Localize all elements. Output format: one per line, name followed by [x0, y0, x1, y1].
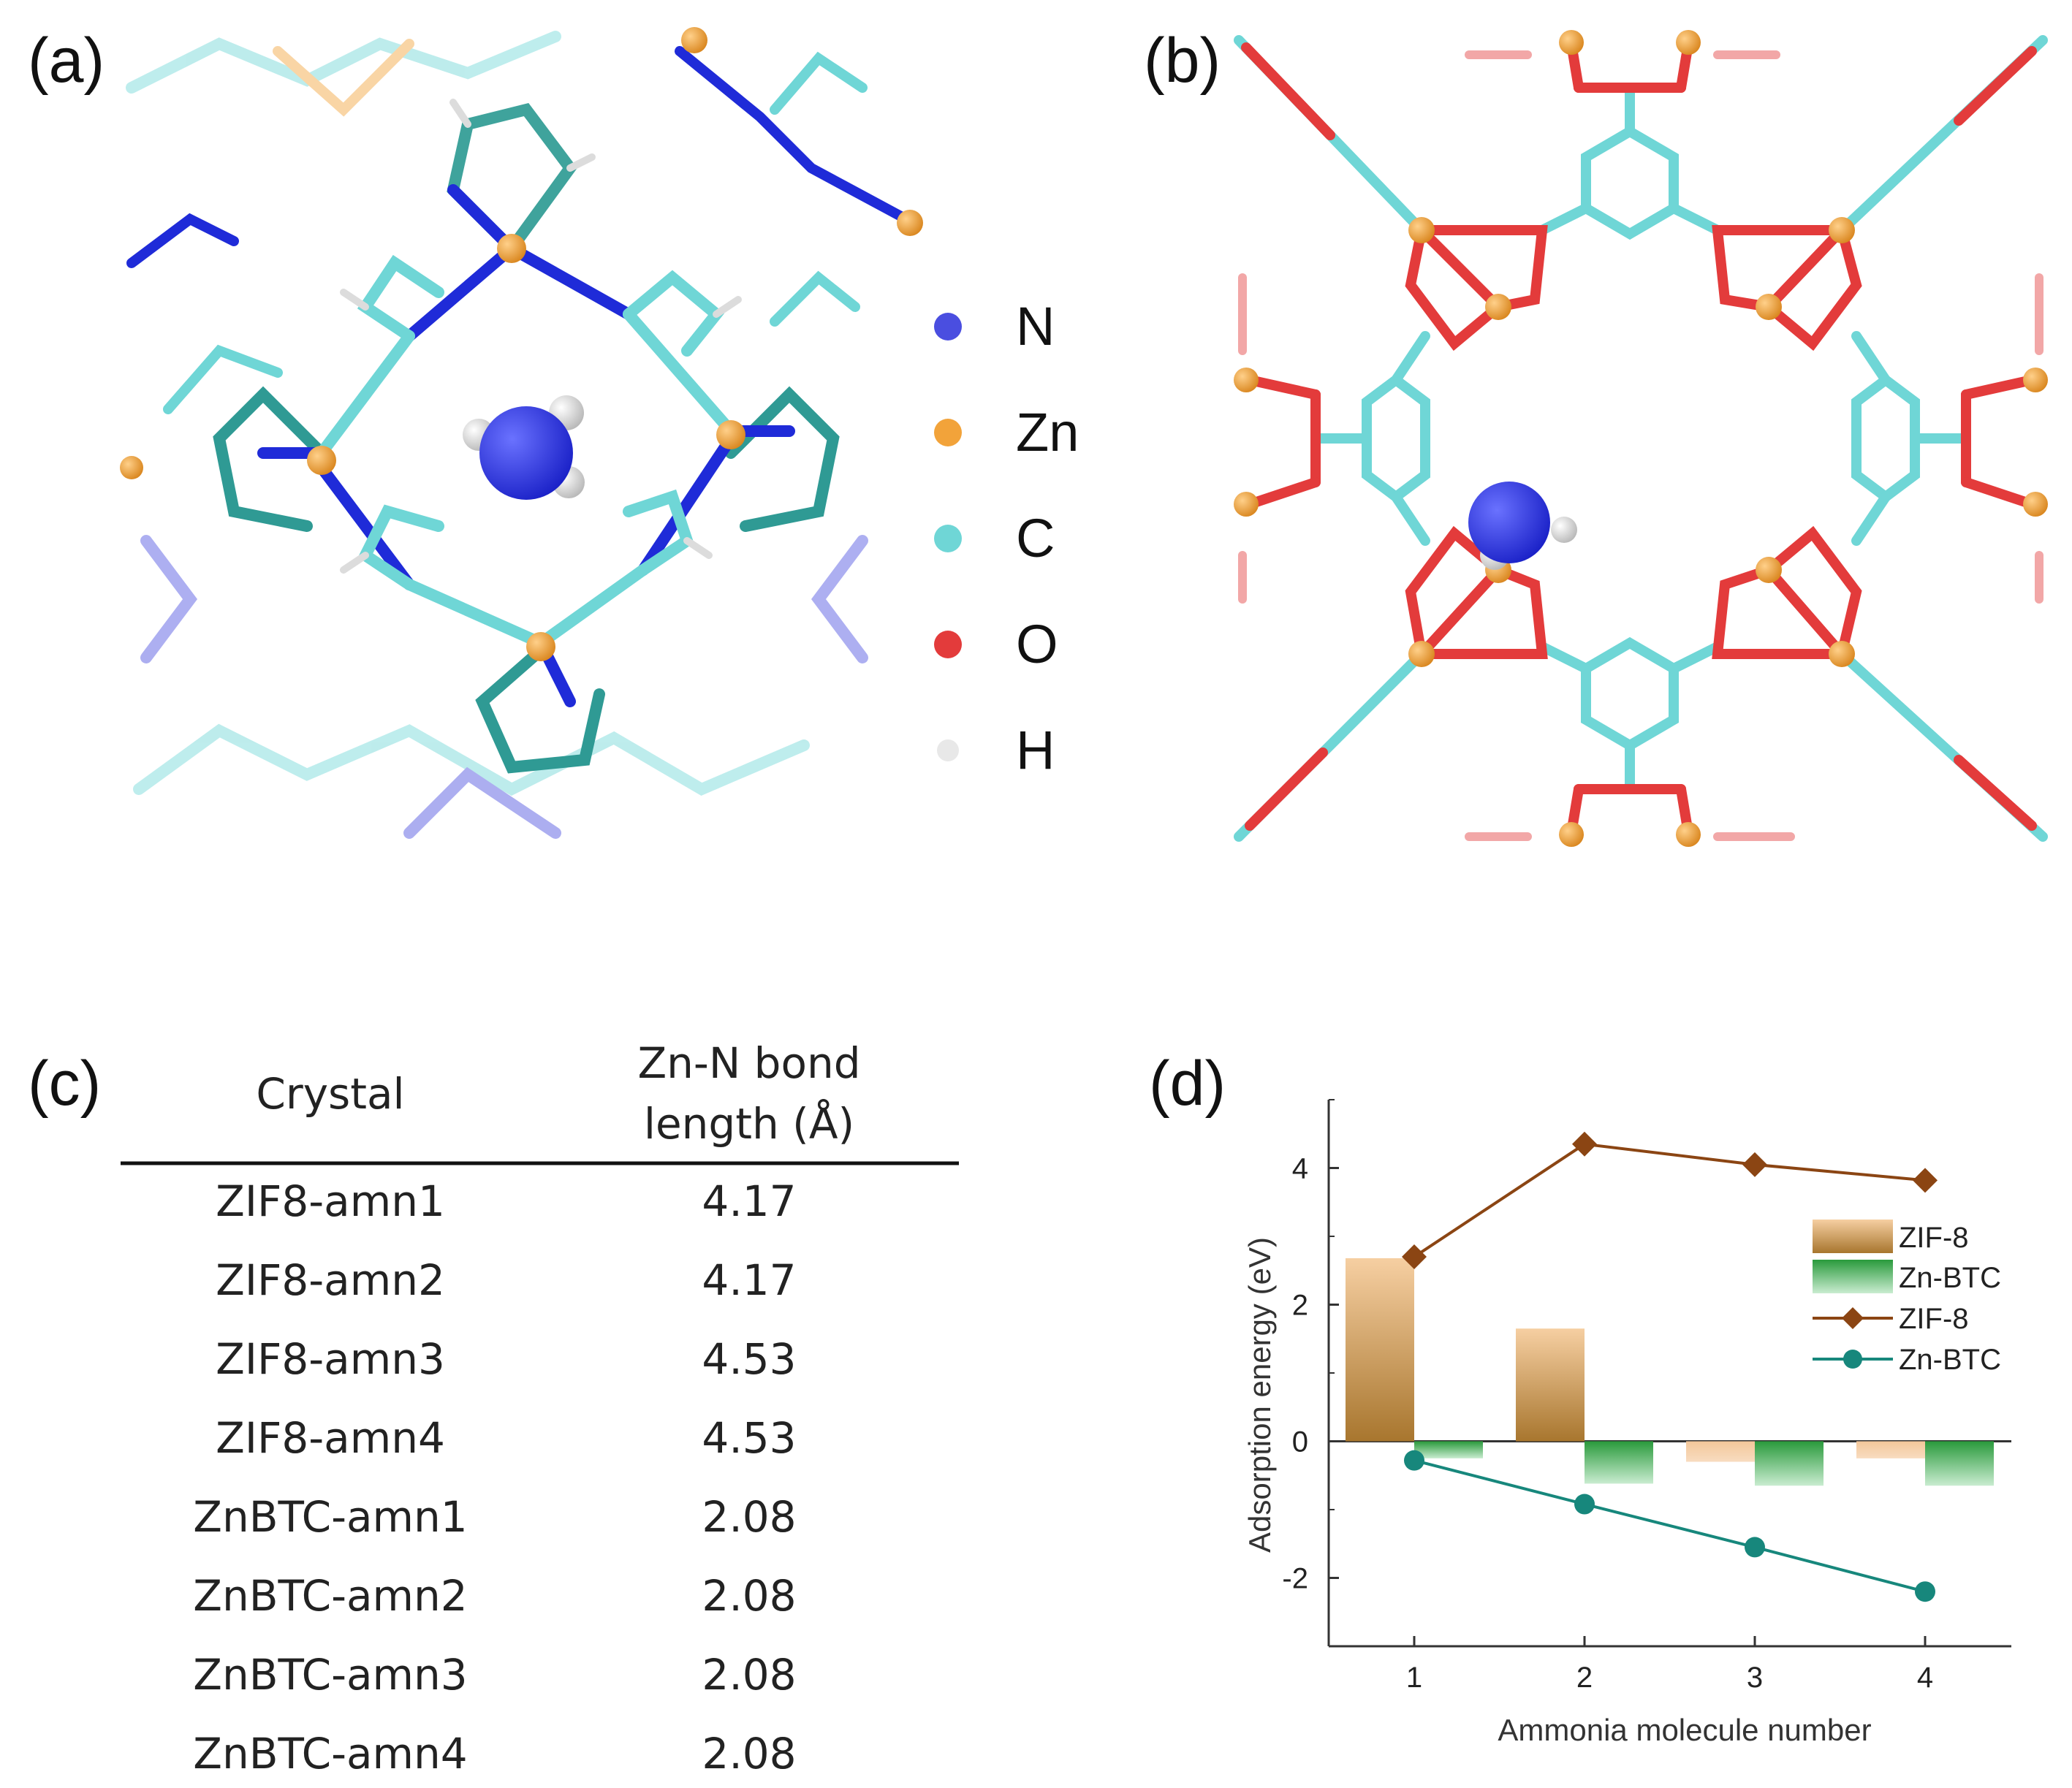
bar-zif8: [1686, 1441, 1755, 1462]
legend-dot-o: [934, 631, 962, 658]
bar-zif8: [1516, 1328, 1585, 1442]
cell-crystal: ZIF8-amn3: [216, 1334, 445, 1384]
bond-length-table: Crystal Zn-N bond length (Å) ZIF8-amn1 4…: [121, 1038, 959, 1779]
table-row: ZnBTC-amn1 2.08: [193, 1492, 796, 1542]
legend-label-c: C: [1016, 508, 1055, 568]
x-axis-title: Ammonia molecule number: [1498, 1713, 1871, 1747]
legend-label-o: O: [1016, 614, 1058, 674]
cell-crystal: ZIF8-amn2: [216, 1255, 445, 1305]
point-znbtc: [1745, 1537, 1765, 1558]
cell-length: 2.08: [702, 1650, 796, 1700]
panel-label-c: (c): [28, 1049, 102, 1119]
bar-znbtc: [1755, 1441, 1824, 1486]
point-zif8: [1402, 1244, 1427, 1270]
bar-znbtc: [1925, 1441, 1994, 1486]
legend-label-znbtc-bar: Zn-BTC: [1899, 1262, 2001, 1294]
cell-length: 2.08: [702, 1729, 796, 1779]
legend-item-n: N: [934, 296, 1055, 357]
legend-item-zn: Zn: [934, 402, 1079, 463]
cell-length: 4.53: [702, 1413, 796, 1463]
chart-lines: [1402, 1131, 1938, 1602]
cell-length: 2.08: [702, 1571, 796, 1621]
x-tick-label: 4: [1917, 1662, 1933, 1694]
table-row: ZIF8-amn3 4.53: [216, 1334, 796, 1384]
cell-crystal: ZnBTC-amn3: [193, 1650, 467, 1700]
point-znbtc: [1404, 1450, 1424, 1471]
legend-label-n: N: [1016, 296, 1055, 357]
table-row: ZnBTC-amn4 2.08: [193, 1729, 796, 1779]
cell-crystal: ZIF8-amn1: [216, 1176, 445, 1226]
cell-length: 2.08: [702, 1492, 796, 1542]
x-tick-label: 1: [1406, 1662, 1422, 1694]
table-row: ZIF8-amn1 4.17: [216, 1176, 796, 1226]
bar-znbtc: [1414, 1441, 1483, 1458]
y-tick-label: 4: [1292, 1153, 1308, 1185]
legend-swatch-znbtc-bar: [1813, 1260, 1893, 1293]
cell-crystal: ZnBTC-amn1: [193, 1492, 467, 1542]
table-row: ZIF8-amn4 4.53: [216, 1413, 796, 1463]
line-zif8: [1413, 1142, 1926, 1258]
legend-item-c: C: [934, 508, 1055, 568]
table-row: ZIF8-amn2 4.17: [216, 1255, 796, 1305]
chart-axes: -2 0 2 4 1 2 3 4 Ammonia molecule number Adsorpti…: [1242, 1099, 2011, 1747]
cell-length: 4.17: [702, 1176, 796, 1226]
chart-legend: ZIF-8 Zn-BTC ZIF-8 Zn-BTC: [1813, 1220, 2001, 1376]
point-znbtc: [1574, 1494, 1595, 1515]
legend-dot-c: [934, 525, 962, 552]
bar-zif8: [1856, 1441, 1925, 1458]
point-zif8: [1572, 1131, 1597, 1157]
legend-swatch-zif8-bar: [1813, 1220, 1893, 1253]
legend-label-znbtc-line: Zn-BTC: [1899, 1344, 2001, 1376]
bar-zif8: [1346, 1258, 1414, 1442]
panel-label-d: (d): [1149, 1049, 1226, 1119]
y-tick-label: 0: [1292, 1426, 1308, 1458]
point-zif8: [1913, 1168, 1938, 1193]
adsorption-energy-chart: -2 0 2 4 1 2 3 4 Ammonia molecule number Adsorpti…: [1242, 1099, 2011, 1747]
cell-length: 4.53: [702, 1334, 796, 1384]
y-tick-label: 2: [1292, 1290, 1308, 1322]
bar-znbtc: [1585, 1441, 1653, 1484]
legend-label-zif8-line: ZIF-8: [1899, 1303, 1969, 1335]
legend-label-h: H: [1016, 720, 1055, 780]
x-tick-label: 3: [1747, 1662, 1763, 1694]
x-tick-label: 2: [1576, 1662, 1593, 1694]
chart-bars: [1346, 1258, 1994, 1486]
line-znbtc: [1413, 1458, 1926, 1594]
znbtc-structure-image: [1234, 30, 2048, 847]
y-axis-title: Adsorption energy (eV): [1242, 1237, 1277, 1553]
cell-crystal: ZnBTC-amn4: [193, 1729, 467, 1779]
table-row: ZnBTC-amn3 2.08: [193, 1650, 796, 1700]
table-row: ZnBTC-amn2 2.08: [193, 1571, 796, 1621]
element-legend: N Zn C O H: [934, 296, 1079, 780]
legend-item-o: O: [934, 614, 1058, 674]
panel-label-a: (a): [28, 26, 105, 96]
panel-label-b: (b): [1144, 26, 1221, 96]
legend-label-zif8-bar: ZIF-8: [1899, 1222, 1969, 1254]
legend-item-h: H: [937, 720, 1055, 780]
legend-label-zn: Zn: [1016, 402, 1079, 463]
point-zif8: [1742, 1152, 1767, 1177]
legend-dot-zn: [934, 419, 962, 446]
legend-marker-znbtc: [1843, 1350, 1862, 1369]
cell-length: 4.17: [702, 1255, 796, 1305]
zif8-structure-image: [120, 27, 923, 840]
legend-marker-zif8: [1842, 1307, 1864, 1329]
point-znbtc: [1915, 1581, 1935, 1602]
cell-crystal: ZIF8-amn4: [216, 1413, 445, 1463]
y-tick-label: -2: [1282, 1563, 1308, 1595]
legend-dot-h: [937, 739, 959, 761]
table-header-crystal: Crystal: [256, 1069, 404, 1119]
legend-dot-n: [934, 313, 962, 341]
table-header-bond-line1: Zn-N bond: [637, 1038, 860, 1088]
table-header-bond-line2: length (Å): [644, 1098, 854, 1149]
cell-crystal: ZnBTC-amn2: [193, 1571, 467, 1621]
